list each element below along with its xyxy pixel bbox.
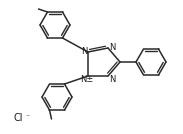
Text: N: N <box>109 43 115 52</box>
Text: ⁻: ⁻ <box>25 112 30 121</box>
Text: Cl: Cl <box>13 113 23 123</box>
Text: N±: N± <box>80 75 94 84</box>
Text: N: N <box>81 47 87 56</box>
Text: N: N <box>109 75 115 83</box>
